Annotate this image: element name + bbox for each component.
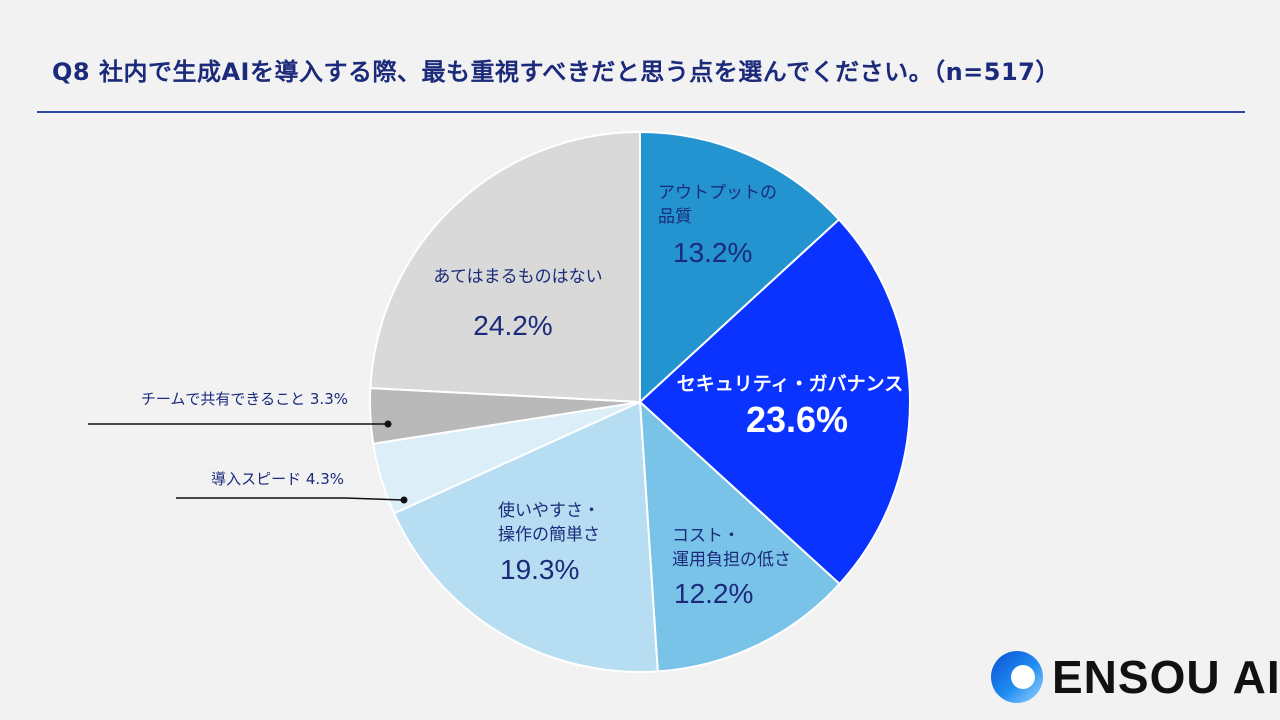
title-divider [37,111,1245,113]
slice-label: アウトプットの [658,183,777,203]
leader-line [344,497,405,501]
slice-label: 品質 [658,207,692,227]
slice-label: あてはまるものはない [433,267,602,287]
pie-slice [392,400,659,673]
slice-value-label: 24.2% [473,310,552,341]
slice-value-label: 12.2% [674,578,753,609]
slice-label: 導入スピード 4.3% [211,470,344,488]
slice-label: 操作の簡単さ [498,525,600,545]
leader-dot [384,420,392,428]
pie-slice [638,399,841,673]
leader-dot [400,496,408,504]
slice-value-label: 19.3% [500,554,579,585]
slice-value-label: 13.2% [673,237,752,268]
slice-label: 使いやすさ・ [498,500,600,521]
slice-label: チームで共有できること 3.3% [141,390,348,408]
slice-label: 運用負担の低さ [672,550,791,570]
ensou-logo-icon [991,651,1043,703]
chart-title: Q8 社内で生成AIを導入する際、最も重視すべきだと思う点を選んでください。（n… [52,58,1060,86]
pie-slice [639,130,841,405]
slice-label: セキュリティ・ガバナンス [677,373,903,395]
pie-slice [369,130,641,404]
pie-slices [369,130,911,673]
brand-name: ENSOU AI [1052,651,1280,703]
leader-lines [88,420,408,504]
slice-label: コスト・ [672,526,740,546]
pie-slice [638,218,911,586]
slice-value-label: 23.6% [746,399,848,440]
brand-logo: ENSOU AI [990,648,1280,704]
